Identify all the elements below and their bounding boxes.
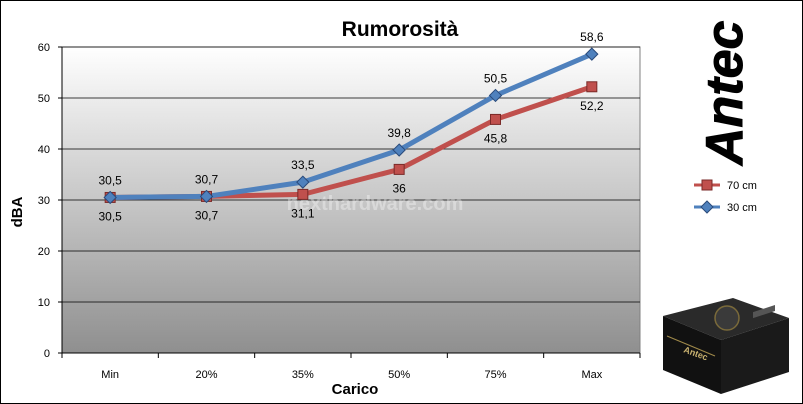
data-label-0-1: 30,7 [195,208,219,222]
data-label-1-5: 58,6 [580,30,604,44]
y-tick-label-4: 40 [38,144,50,156]
legend-marker-1 [700,200,714,214]
data-label-1-2: 33,5 [291,158,315,172]
data-labels: 30,5 30,7 31,1 36 45,8 52,2 30,5 30,7 33,5 39,8 50… [98,30,603,223]
y-axis-ticks: 0 10 20 30 40 50 60 [38,42,50,360]
series-1-point-1 [199,189,214,204]
series-0-point-5 [586,81,598,93]
x-tick-label-2: 35% [292,369,314,381]
y-tick-label-2: 20 [38,246,50,258]
x-tick-label-0: Min [101,369,119,381]
data-label-1-3: 39,8 [387,126,411,140]
psu-fan-grille [714,305,740,331]
psu-badge [753,305,775,319]
y-tick-label-1: 10 [38,297,50,309]
data-label-0-3: 36 [392,181,406,195]
legend-marker-0 [701,179,713,191]
series-group [103,47,599,205]
x-axis-ticks: Min 20% 35% 50% 75% Max [61,353,641,381]
data-label-1-4: 50,5 [484,71,508,85]
watermark: nexthardware.com [287,193,464,215]
data-label-0-4: 45,8 [484,131,508,145]
data-label-1-1: 30,7 [195,172,219,186]
legend: 70 cm 30 cm [694,179,757,214]
series-1-point-3 [392,143,406,157]
antec-logo-text: Antec [700,20,754,167]
data-label-0-0: 30,5 [98,209,122,223]
x-tick-label-1: 20% [195,369,217,381]
series-1-point-2 [296,175,310,189]
legend-label-1: 30 cm [727,202,757,214]
series-0-point-4 [490,113,501,125]
series-1-point-0 [103,190,117,205]
data-label-0-2: 31,1 [291,206,315,220]
y-tick-label-6: 60 [38,42,50,54]
x-tick-label-4: 75% [484,369,506,381]
data-label-1-0: 30,5 [98,173,122,187]
y-tick-label-3: 30 [38,195,50,207]
x-axis-title: Carico [332,381,379,398]
psu-side-face [721,318,789,394]
psu-trim-line [666,335,716,357]
y-axis-title: dBA [9,196,26,227]
psu-front-face [663,316,721,394]
series-line-1 [110,51,593,200]
y-tick-label-0: 0 [44,348,50,360]
series-1-point-4 [488,88,503,103]
chart-title: Rumorosità [342,18,459,41]
series-0-point-2 [297,188,309,200]
y-tick-label-5: 50 [38,93,50,105]
x-tick-label-5: Max [581,369,602,381]
series-0-point-3 [393,163,405,175]
series-1-point-5 [585,47,599,61]
antec-logo: Antec [700,20,755,168]
data-label-0-5: 52,2 [580,99,604,113]
x-tick-label-3: 50% [388,369,410,381]
psu-product-image: Antec [663,298,789,394]
legend-label-0: 70 cm [727,180,757,192]
